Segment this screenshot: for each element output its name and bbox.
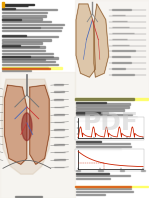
Bar bbox=[4, 4, 34, 5]
Bar bbox=[2, 35, 26, 36]
Polygon shape bbox=[4, 85, 27, 164]
Bar bbox=[76, 109, 124, 110]
Bar bbox=[76, 102, 106, 103]
Bar bbox=[76, 106, 129, 108]
Bar bbox=[76, 112, 108, 113]
Bar bbox=[2, 30, 61, 31]
Polygon shape bbox=[1, 79, 51, 174]
Bar bbox=[75, 117, 144, 140]
Bar bbox=[2, 27, 40, 28]
Bar bbox=[76, 175, 130, 176]
Bar bbox=[76, 141, 101, 142]
Bar bbox=[76, 117, 137, 118]
Text: PDF: PDF bbox=[83, 111, 139, 135]
Bar bbox=[54, 159, 65, 160]
Bar bbox=[2, 46, 45, 48]
Bar bbox=[2, 56, 30, 57]
Bar bbox=[54, 144, 64, 145]
Bar bbox=[74, 98, 134, 100]
Bar bbox=[15, 196, 42, 197]
Bar bbox=[2, 64, 58, 65]
Bar bbox=[112, 56, 130, 57]
Bar bbox=[98, 170, 103, 171]
Bar bbox=[76, 173, 109, 174]
Bar bbox=[2, 56, 53, 57]
Bar bbox=[2, 12, 48, 13]
Polygon shape bbox=[30, 85, 49, 164]
Bar bbox=[2, 67, 62, 69]
Bar bbox=[2, 2, 4, 7]
Bar bbox=[76, 143, 130, 144]
Bar bbox=[2, 19, 21, 20]
Bar bbox=[112, 68, 125, 69]
Bar bbox=[2, 57, 58, 59]
Bar bbox=[2, 8, 15, 9]
Bar bbox=[76, 149, 121, 150]
Bar bbox=[54, 91, 65, 92]
Bar bbox=[2, 59, 45, 60]
Bar bbox=[0, 72, 74, 198]
Bar bbox=[2, 15, 46, 17]
Bar bbox=[76, 191, 133, 192]
Bar bbox=[112, 74, 134, 75]
Bar bbox=[54, 84, 63, 85]
Bar bbox=[2, 53, 53, 54]
Bar bbox=[112, 50, 135, 51]
Bar bbox=[74, 186, 148, 187]
Bar bbox=[76, 188, 131, 189]
Bar bbox=[2, 46, 39, 47]
Bar bbox=[76, 170, 80, 171]
Bar bbox=[54, 99, 63, 100]
Bar bbox=[76, 194, 105, 195]
Bar bbox=[2, 67, 48, 68]
Bar bbox=[2, 36, 58, 37]
Bar bbox=[2, 70, 31, 71]
Bar bbox=[2, 27, 62, 28]
Bar bbox=[141, 170, 145, 171]
Bar bbox=[2, 45, 20, 46]
Bar bbox=[74, 0, 149, 99]
Bar bbox=[2, 68, 50, 69]
Bar bbox=[54, 129, 64, 130]
Bar bbox=[76, 112, 100, 113]
Bar bbox=[75, 148, 144, 171]
Ellipse shape bbox=[22, 113, 32, 141]
Bar bbox=[112, 62, 131, 63]
Polygon shape bbox=[94, 4, 109, 77]
Bar bbox=[76, 146, 131, 147]
Polygon shape bbox=[76, 4, 95, 77]
Bar bbox=[2, 42, 42, 44]
Bar bbox=[120, 170, 124, 171]
Bar bbox=[74, 186, 131, 187]
Bar bbox=[2, 21, 51, 22]
Bar bbox=[2, 39, 51, 41]
Bar bbox=[76, 178, 110, 179]
Bar bbox=[76, 114, 132, 115]
Bar bbox=[74, 98, 148, 100]
Bar bbox=[76, 120, 115, 121]
Bar bbox=[2, 24, 64, 25]
Bar bbox=[2, 61, 55, 62]
Bar bbox=[54, 114, 64, 115]
Bar bbox=[112, 9, 131, 10]
Bar bbox=[76, 103, 130, 105]
Bar bbox=[2, 9, 58, 10]
Bar bbox=[2, 50, 45, 51]
Bar bbox=[2, 18, 42, 20]
